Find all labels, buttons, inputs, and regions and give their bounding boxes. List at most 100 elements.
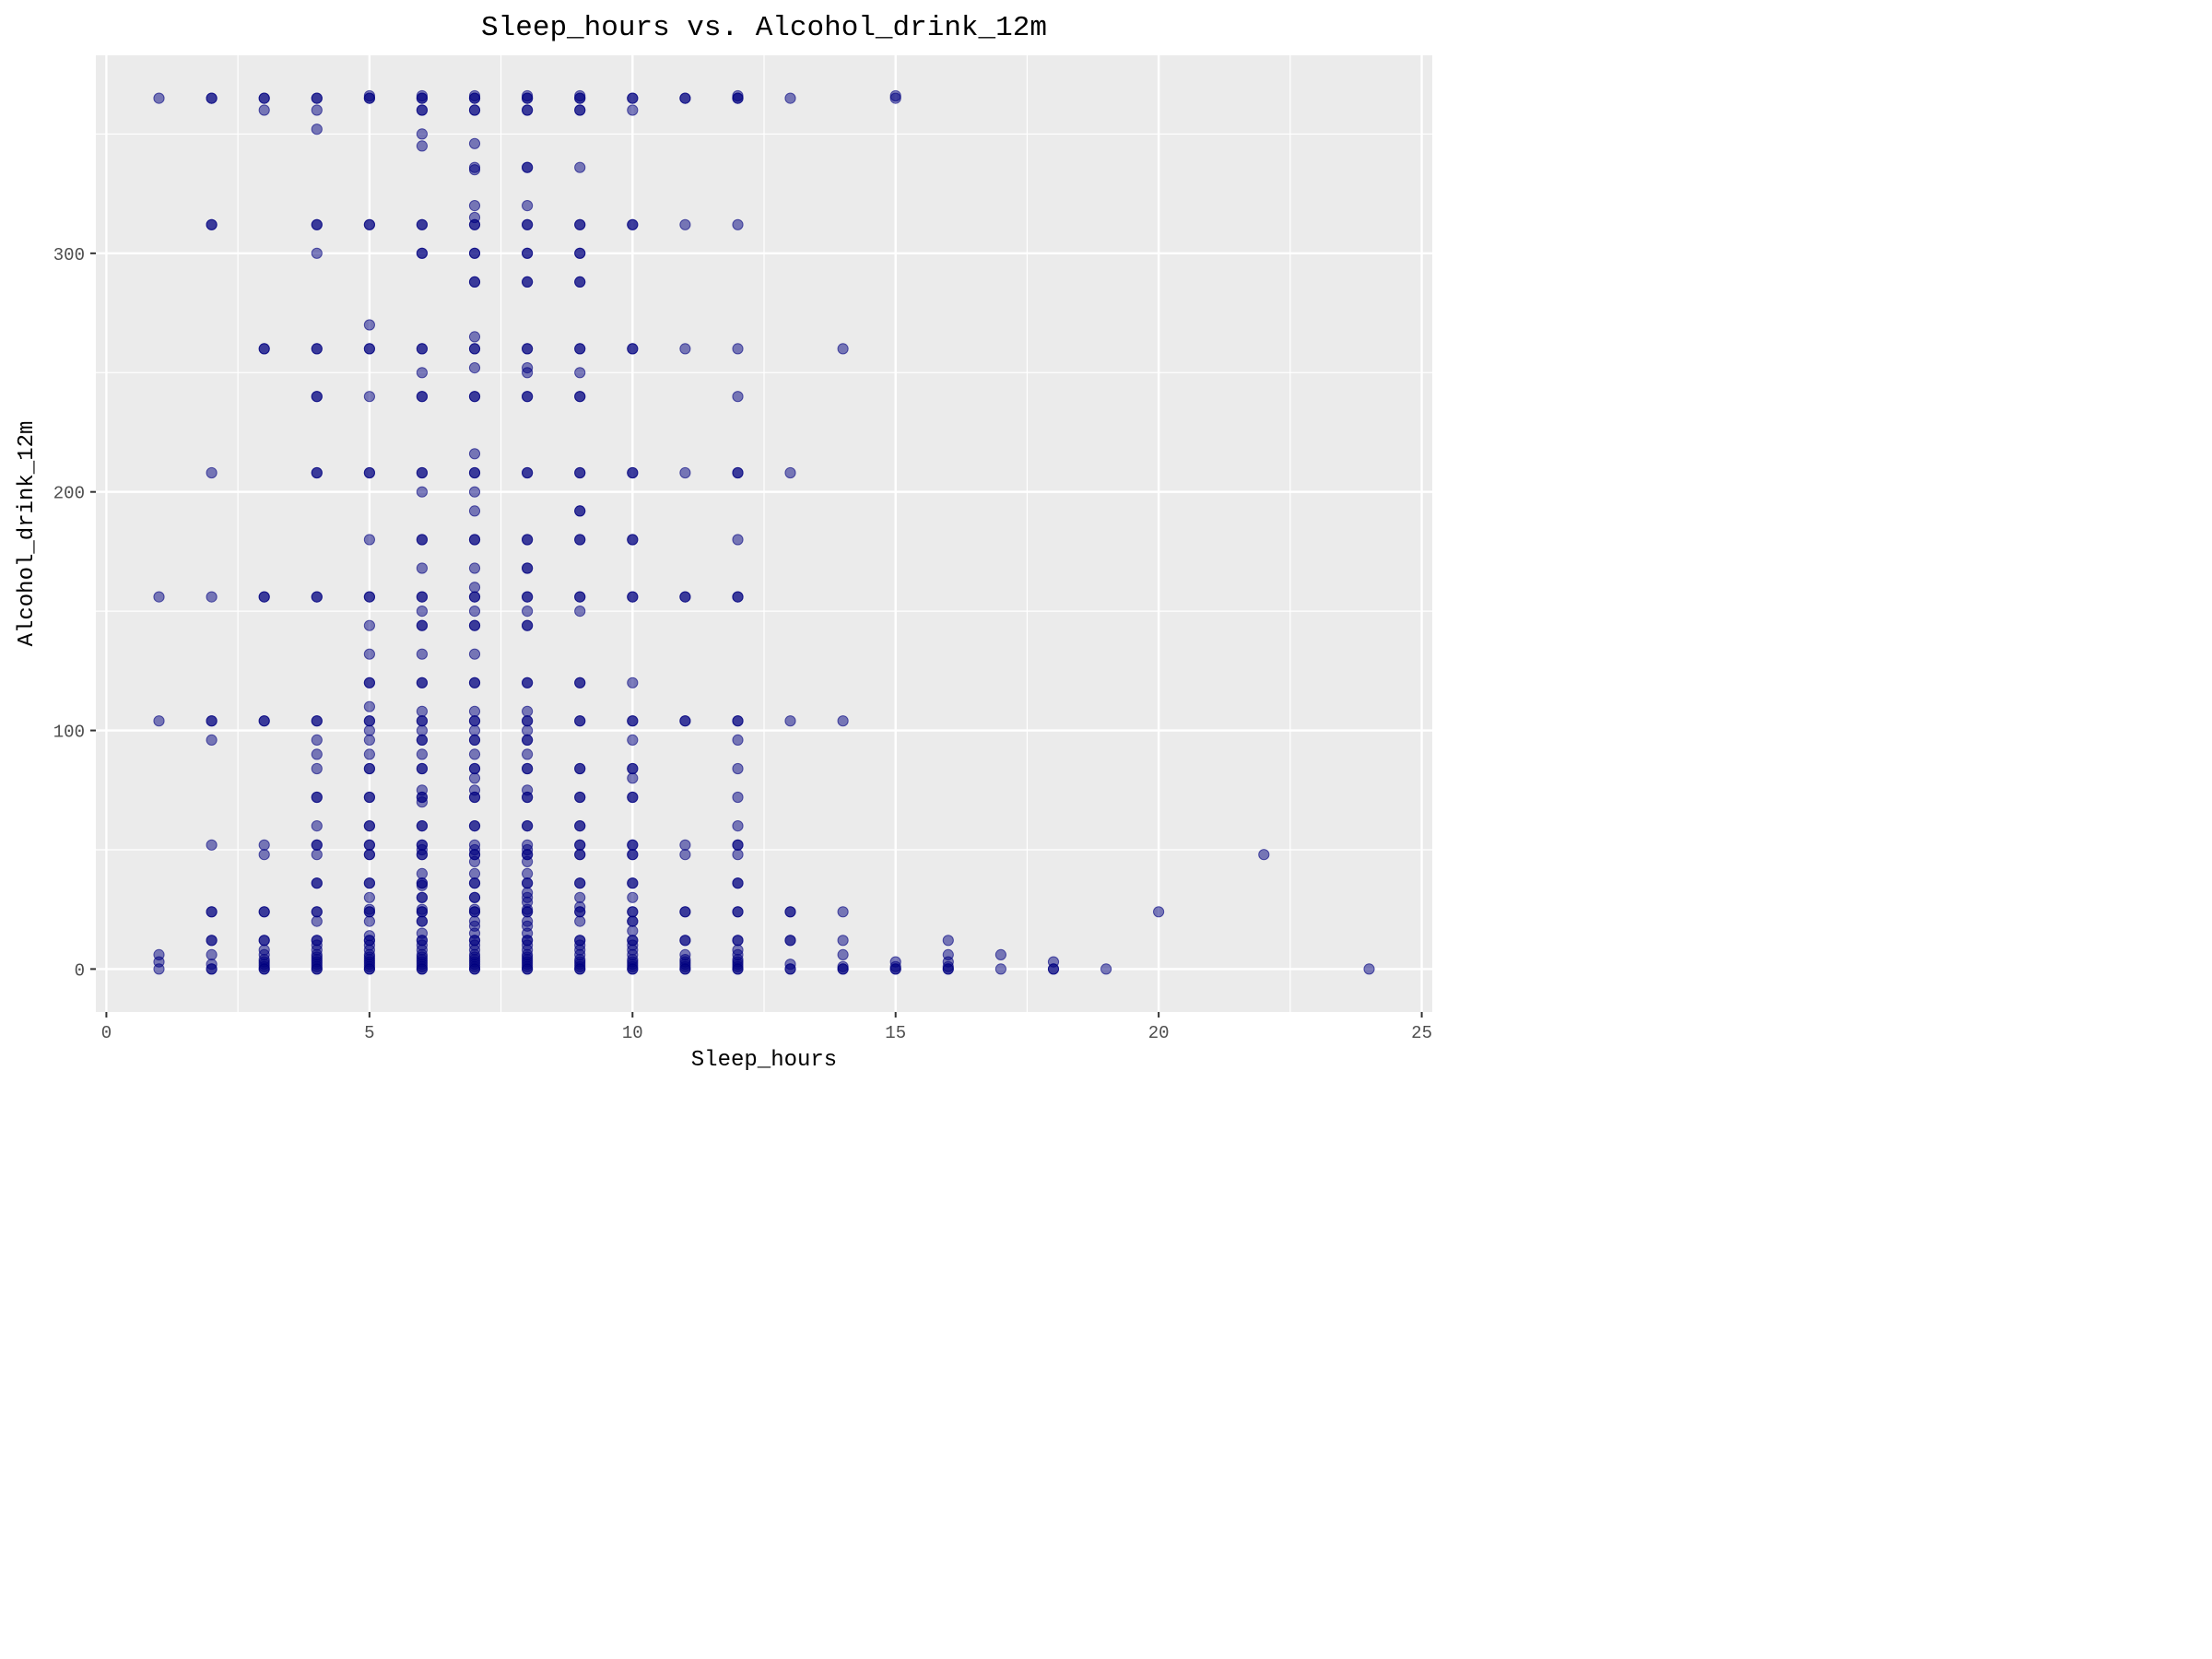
data-point xyxy=(468,648,481,660)
data-point xyxy=(416,606,428,618)
data-point xyxy=(416,762,428,775)
data-point xyxy=(627,839,639,851)
data-point xyxy=(889,963,901,975)
data-point xyxy=(522,791,534,804)
data-point xyxy=(732,591,744,603)
data-point xyxy=(679,935,691,947)
data-point xyxy=(416,104,428,116)
data-point xyxy=(627,877,639,889)
data-point xyxy=(468,877,481,889)
data-point xyxy=(416,218,428,230)
data-point xyxy=(416,820,428,832)
data-point xyxy=(732,343,744,355)
y-tick-label: 100 xyxy=(53,723,85,743)
data-point xyxy=(311,343,323,355)
data-point xyxy=(784,963,796,975)
data-point xyxy=(416,619,428,631)
data-point xyxy=(627,906,639,918)
data-point xyxy=(522,391,534,403)
data-point xyxy=(363,915,375,927)
data-point xyxy=(416,715,428,727)
data-point xyxy=(153,715,165,727)
data-point xyxy=(732,906,744,918)
data-point xyxy=(522,677,534,688)
data-point xyxy=(468,734,481,747)
data-point xyxy=(468,276,481,288)
data-point xyxy=(206,218,218,230)
data-point xyxy=(311,915,323,927)
data-point xyxy=(416,591,428,603)
data-point xyxy=(732,715,744,727)
x-tick-label: 20 xyxy=(1148,1023,1170,1043)
data-point xyxy=(468,331,481,343)
data-point xyxy=(732,820,744,832)
data-point xyxy=(837,963,849,975)
data-point xyxy=(522,724,534,736)
data-point xyxy=(468,104,481,116)
data-point xyxy=(732,762,744,775)
data-point xyxy=(311,963,323,975)
y-tick-label: 200 xyxy=(53,484,85,504)
data-point xyxy=(468,762,481,775)
data-point xyxy=(258,963,270,975)
data-point xyxy=(627,92,639,104)
data-point xyxy=(311,391,323,403)
data-point xyxy=(468,705,481,717)
data-point xyxy=(468,820,481,832)
data-point xyxy=(468,606,481,618)
data-point xyxy=(416,648,428,660)
data-point xyxy=(468,772,481,784)
data-point xyxy=(574,247,586,259)
data-point xyxy=(311,906,323,918)
data-point xyxy=(468,562,481,574)
data-point xyxy=(574,791,586,804)
data-point xyxy=(732,839,744,851)
data-point xyxy=(468,534,481,546)
data-point xyxy=(363,619,375,631)
data-point xyxy=(468,137,481,149)
data-point xyxy=(627,924,639,937)
x-tick-label: 0 xyxy=(101,1023,112,1043)
data-point xyxy=(574,677,586,688)
data-point xyxy=(574,391,586,403)
y-tick-label: 0 xyxy=(75,960,85,981)
data-point xyxy=(416,748,428,760)
data-point xyxy=(363,466,375,479)
data-point xyxy=(363,820,375,832)
data-point xyxy=(363,92,375,104)
data-point xyxy=(416,343,428,355)
data-point xyxy=(311,877,323,889)
data-point xyxy=(574,505,586,517)
data-point xyxy=(1363,963,1375,975)
data-point xyxy=(468,891,481,903)
data-point xyxy=(416,891,428,903)
data-point xyxy=(627,534,639,546)
data-point xyxy=(416,92,428,104)
data-point xyxy=(574,762,586,775)
data-point xyxy=(627,791,639,804)
data-point xyxy=(627,963,639,975)
x-axis-title: Sleep_hours xyxy=(691,1048,837,1073)
data-point xyxy=(468,343,481,355)
data-point xyxy=(522,705,534,717)
data-point xyxy=(522,276,534,288)
data-point xyxy=(942,935,954,947)
data-point xyxy=(311,762,323,775)
data-point xyxy=(732,466,744,479)
data-point xyxy=(574,104,586,116)
data-point xyxy=(522,104,534,116)
data-point xyxy=(574,343,586,355)
data-point xyxy=(206,466,218,479)
data-point xyxy=(522,247,534,259)
x-tick-label: 15 xyxy=(885,1023,906,1043)
data-point xyxy=(732,849,744,861)
data-point xyxy=(468,466,481,479)
data-point xyxy=(574,877,586,889)
data-point xyxy=(153,591,165,603)
data-point xyxy=(206,963,218,975)
data-point xyxy=(732,218,744,230)
data-point xyxy=(258,343,270,355)
data-point xyxy=(522,867,534,880)
data-point xyxy=(627,772,639,784)
data-point xyxy=(416,879,428,891)
